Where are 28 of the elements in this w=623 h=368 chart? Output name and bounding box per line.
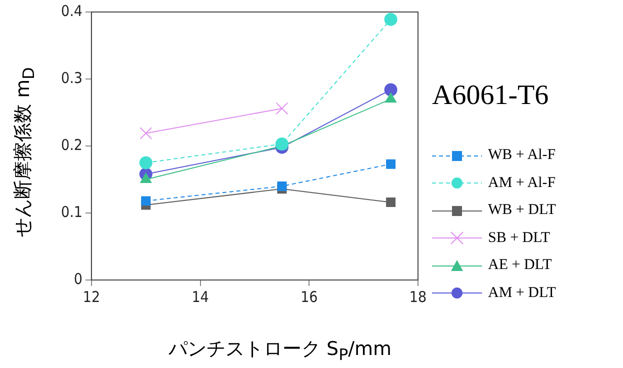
legend-label: WB + Al-F [488, 147, 556, 164]
x-tick-label: 12 [82, 288, 100, 306]
point [140, 173, 152, 183]
legend-label: AE + DLT [488, 257, 552, 274]
legend-label: WB + DLT [488, 202, 556, 220]
point [276, 102, 288, 115]
y-tick-label: 0.3 [61, 68, 82, 87]
legend-label: AM + DLT [488, 284, 556, 302]
x-axis-title: パンチストローク S$_{P}$/mm [167, 337, 393, 364]
x-tick-label: 16 [300, 288, 318, 306]
text: A6061-T6 [432, 80, 549, 112]
point [386, 159, 396, 169]
y-tick-label: 0.2 [61, 136, 82, 154]
legend-label: AM + Al-F [488, 174, 556, 192]
point [277, 181, 287, 191]
point [139, 156, 152, 170]
point [384, 12, 398, 26]
point [141, 196, 151, 206]
point [384, 83, 398, 96]
y-tick-label: 0 [74, 270, 82, 288]
y-tick-label: 0.1 [61, 202, 82, 221]
point [140, 127, 152, 140]
point [386, 198, 396, 208]
legend-label: SB + DLT [488, 230, 550, 247]
y-tick-label: 0.4 [61, 2, 82, 20]
x-tick-label: 18 [409, 288, 427, 306]
point [385, 92, 396, 103]
x-tick-label: 14 [192, 288, 209, 306]
